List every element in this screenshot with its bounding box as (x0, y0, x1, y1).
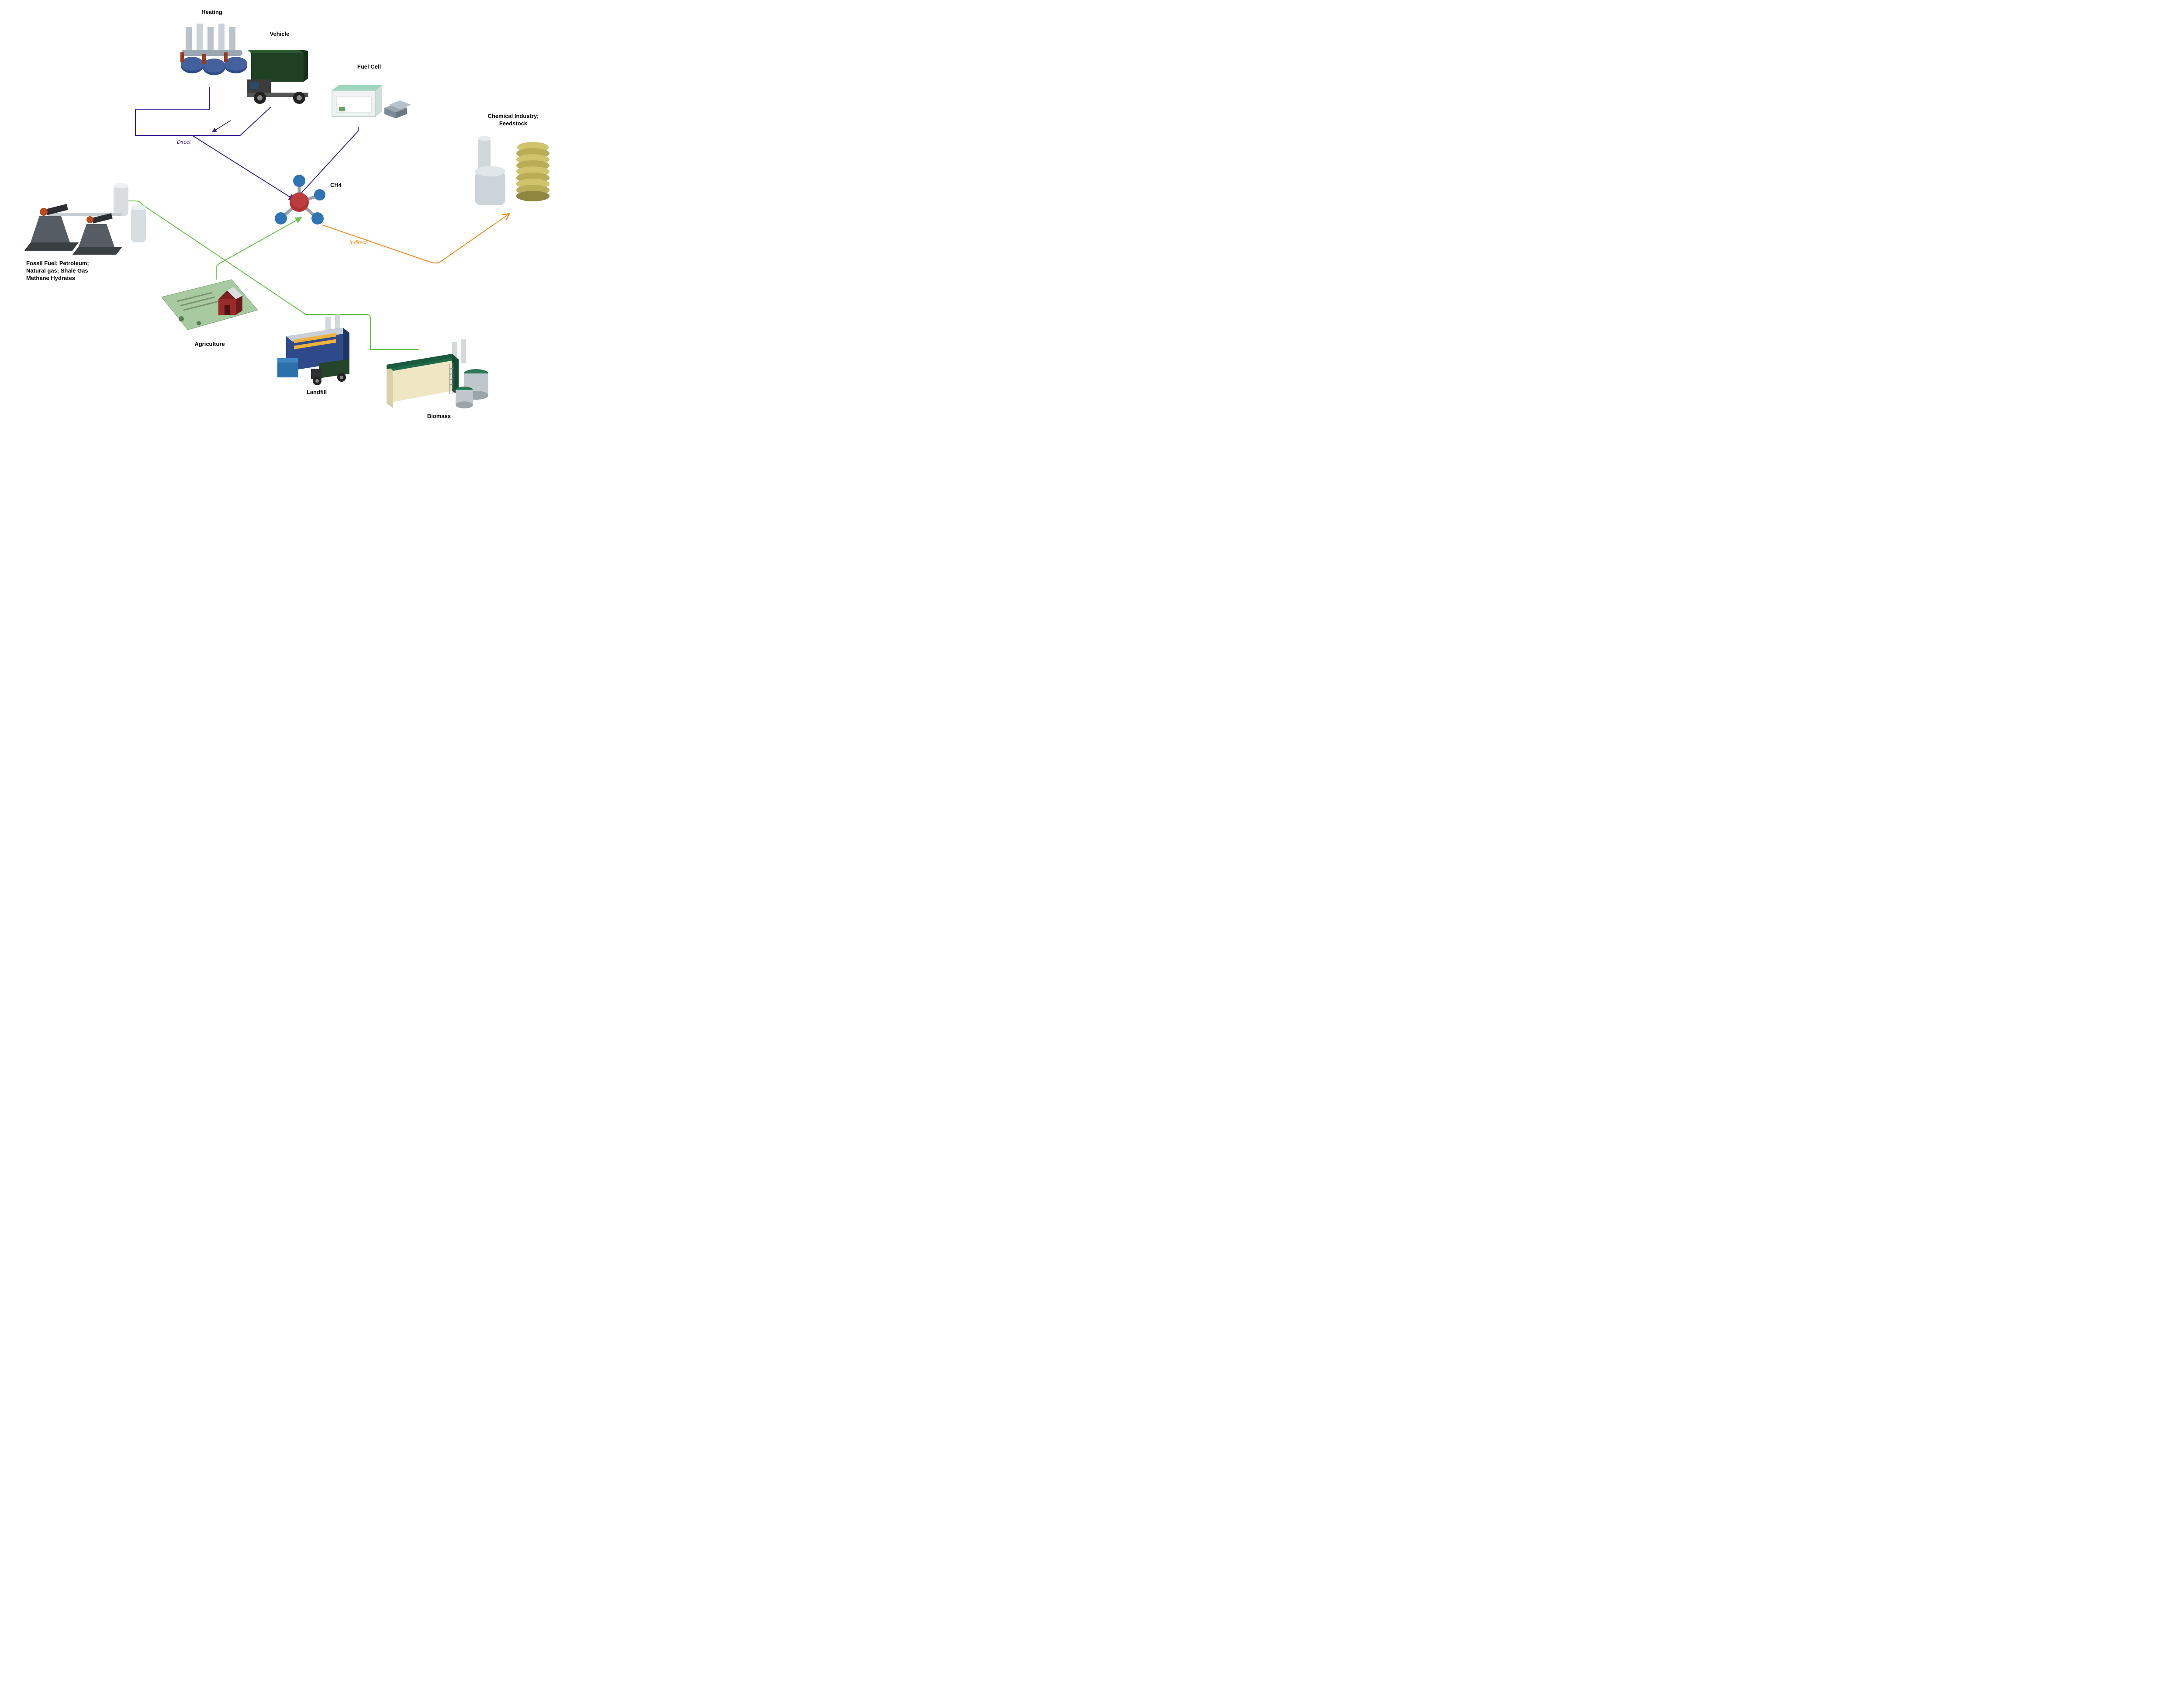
edge-group-indirect (322, 214, 509, 263)
node-chemind: Chemical Industry; Feedstock (463, 113, 563, 215)
node-vehicle-label: Vehicle (236, 31, 323, 38)
fuelcell-icon (323, 71, 415, 128)
node-biomass: Biomass (378, 339, 500, 420)
node-fuelcell-label: Fuel Cell (323, 63, 415, 71)
node-landfill-label: Landfill (260, 389, 373, 396)
node-vehicle: Vehicle (236, 31, 323, 108)
edge-label-direct: Direct (177, 139, 190, 145)
node-chemind-label: Chemical Industry; Feedstock (463, 113, 563, 128)
ch4-icon (271, 174, 328, 231)
node-heating-label: Heating (168, 9, 256, 16)
fossil-icon (22, 181, 153, 260)
vehicle-icon (236, 38, 323, 108)
node-landfill: Landfill (260, 314, 373, 396)
biomass-icon (378, 339, 500, 413)
node-ch4: CH4 (271, 174, 349, 231)
node-fuelcell: Fuel Cell (323, 63, 415, 128)
node-fossil: Fossil Fuel; Petroleum; Natural gas; Sha… (22, 181, 153, 282)
diagram-canvas: Direct Indirect Heating (0, 0, 584, 427)
landfill-icon (260, 314, 373, 389)
chemind-icon (463, 128, 563, 215)
agri-icon (157, 271, 262, 341)
node-ch4-label: CH4 (330, 182, 342, 189)
node-biomass-label: Biomass (378, 413, 500, 420)
edge-label-indirect: Indirect (349, 239, 366, 245)
node-fossil-label: Fossil Fuel; Petroleum; Natural gas; Sha… (26, 260, 153, 282)
node-agri-label: Agriculture (157, 341, 262, 348)
node-agri: Agriculture (157, 271, 262, 348)
